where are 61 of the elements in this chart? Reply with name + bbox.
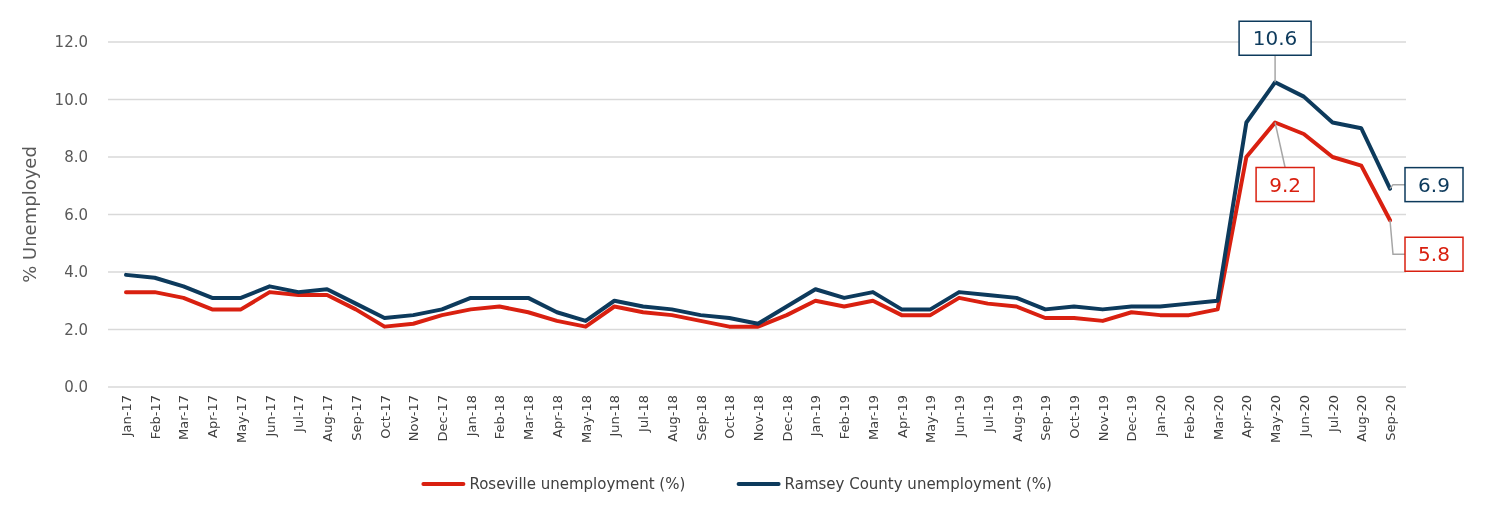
x-tick-label: Aug-19 bbox=[1009, 395, 1025, 442]
annotation: 9.2 bbox=[1269, 172, 1301, 197]
y-tick-label: 12.0 bbox=[54, 33, 88, 52]
x-tick-label: Apr-20 bbox=[1239, 395, 1255, 438]
x-tick-label: Feb-17 bbox=[147, 395, 163, 440]
y-tick-label: 10.0 bbox=[54, 90, 88, 109]
x-tick-label: Feb-20 bbox=[1181, 395, 1197, 440]
x-tick-label: Nov-17 bbox=[406, 395, 422, 442]
x-tick-label: Sep-18 bbox=[693, 395, 709, 441]
x-tick-label: Jul-18 bbox=[636, 395, 652, 433]
x-tick-label: Jun-20 bbox=[1296, 395, 1312, 438]
x-tick-label: Oct-19 bbox=[1067, 395, 1082, 439]
x-tick-label: Aug-18 bbox=[664, 395, 680, 442]
x-tick-label: Jun-18 bbox=[607, 395, 623, 438]
x-tick-label: Aug-20 bbox=[1354, 395, 1370, 442]
x-tick-label: Feb-18 bbox=[492, 395, 508, 440]
x-tick-label: Oct-18 bbox=[722, 395, 738, 439]
annotation: 6.9 bbox=[1418, 172, 1450, 197]
x-tick-label: Jul-17 bbox=[291, 395, 307, 433]
x-tick-label: May-20 bbox=[1268, 395, 1284, 443]
x-tick-label: Jan-17 bbox=[119, 395, 134, 438]
legend-label: Ramsey County unemployment (%) bbox=[784, 475, 1052, 494]
annotation: 10.6 bbox=[1252, 26, 1298, 51]
x-tick-label: Nov-19 bbox=[1095, 395, 1111, 442]
x-tick-label: Jan-18 bbox=[463, 395, 479, 438]
x-tick-label: Jul-20 bbox=[1325, 395, 1341, 433]
x-tick-label: Aug-17 bbox=[320, 395, 336, 442]
x-tick-label: Jul-19 bbox=[980, 395, 996, 433]
x-tick-label: Dec-17 bbox=[435, 395, 450, 442]
x-tick-label: Apr-19 bbox=[894, 395, 910, 438]
x-tick-label: Mar-17 bbox=[176, 395, 192, 440]
x-tick-label: Sep-19 bbox=[1038, 395, 1054, 441]
x-tick-label: Mar-18 bbox=[521, 395, 537, 440]
y-axis-title: % Unemployed bbox=[19, 146, 40, 283]
x-tick-label: May-17 bbox=[233, 395, 249, 443]
y-tick-label: 2.0 bbox=[64, 320, 88, 339]
x-tick-label: May-18 bbox=[578, 395, 594, 443]
x-tick-label: Sep-17 bbox=[348, 395, 364, 441]
x-tick-label: Mar-20 bbox=[1210, 395, 1226, 440]
x-tick-label: Apr-17 bbox=[205, 395, 221, 438]
x-tick-label: May-19 bbox=[923, 395, 939, 443]
x-tick-label: Jun-17 bbox=[262, 395, 278, 438]
x-tick-label: Dec-18 bbox=[779, 395, 795, 442]
legend-label: Roseville unemployment (%) bbox=[469, 475, 686, 494]
x-tick-label: Jan-20 bbox=[1153, 395, 1169, 438]
x-tick-label: Sep-20 bbox=[1383, 395, 1398, 441]
y-tick-label: 0.0 bbox=[64, 378, 88, 397]
line-series bbox=[124, 80, 1392, 326]
x-tick-label: Feb-19 bbox=[837, 395, 853, 440]
y-tick-label: 4.0 bbox=[64, 263, 88, 282]
line-series bbox=[124, 120, 1392, 329]
x-tick-label: Jun-19 bbox=[952, 395, 968, 438]
annotation: 5.8 bbox=[1418, 242, 1450, 267]
x-tick-label: Dec-19 bbox=[1124, 395, 1140, 442]
y-tick-label: 6.0 bbox=[64, 205, 88, 224]
x-tick-label: Mar-19 bbox=[865, 395, 881, 440]
x-tick-label: Apr-18 bbox=[549, 395, 565, 438]
x-tick-label: Nov-18 bbox=[751, 395, 766, 442]
y-tick-label: 8.0 bbox=[64, 148, 88, 167]
x-tick-label: Oct-17 bbox=[377, 395, 393, 439]
x-tick-label: Jan-19 bbox=[808, 395, 824, 438]
